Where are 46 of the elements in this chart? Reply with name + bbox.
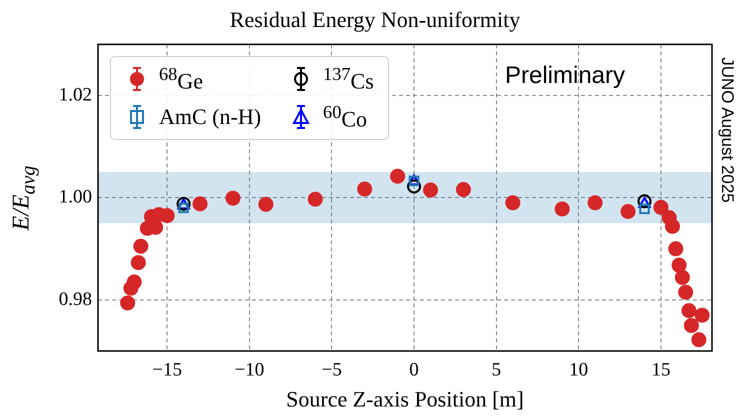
x-tick-label: 5 — [492, 359, 502, 380]
x-tick-label: 0 — [409, 359, 419, 380]
x-tick-label: 15 — [651, 359, 670, 380]
point — [678, 284, 694, 300]
x-tick-label: −10 — [234, 359, 264, 380]
y-tick-label: 1.02 — [58, 84, 92, 106]
legend-label: $^{68}$Ge — [159, 64, 203, 94]
annotation: Preliminary — [505, 62, 626, 90]
x-tick-label: −15 — [152, 359, 182, 380]
point — [407, 179, 422, 194]
point — [120, 295, 136, 310]
x-axis-title: Source Z-axis Position [m] — [286, 386, 524, 412]
point — [639, 204, 650, 214]
point — [588, 195, 603, 210]
legend-label: $^{60}$Co — [323, 102, 368, 132]
point — [694, 308, 710, 323]
point — [225, 190, 240, 206]
text: JUNO August 2025 — [717, 57, 737, 203]
point — [684, 318, 699, 333]
x-tick-label: −5 — [322, 359, 342, 380]
point — [456, 182, 471, 198]
point — [672, 258, 687, 273]
point — [357, 182, 372, 197]
legend-label: AmC (n-H) — [159, 104, 262, 130]
point — [554, 201, 570, 216]
x-tick-label: 10 — [569, 359, 588, 380]
point — [423, 182, 438, 198]
point — [620, 204, 636, 219]
point — [390, 168, 406, 184]
legend-label: $^{137}$Cs — [323, 64, 374, 94]
point — [308, 192, 323, 207]
y-tick-label: 0.98 — [58, 288, 92, 310]
y-tick-label: 1.00 — [58, 186, 92, 208]
point — [664, 218, 680, 234]
point — [668, 241, 684, 256]
point — [691, 332, 706, 348]
point — [258, 196, 274, 212]
chart-title: Residual Energy Non-uniformity — [230, 6, 520, 32]
point — [505, 195, 520, 210]
point — [674, 270, 690, 285]
point — [192, 196, 208, 212]
point — [133, 238, 148, 254]
point — [681, 303, 696, 318]
point — [130, 255, 146, 270]
point — [126, 274, 142, 290]
point — [653, 200, 668, 215]
